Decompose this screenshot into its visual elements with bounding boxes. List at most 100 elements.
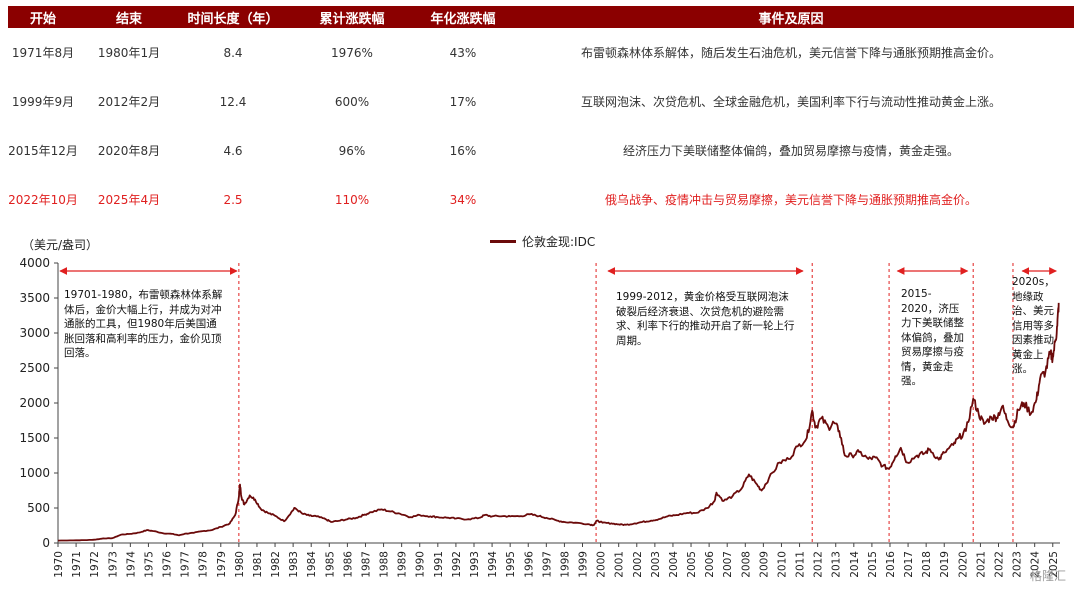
x-tick-label: 1981 — [252, 551, 264, 578]
header-years: 时间长度（年） — [187, 11, 279, 27]
cell-cumulative: 600% — [334, 94, 370, 109]
x-tick-label: 1979 — [216, 551, 228, 578]
header-end: 结束 — [115, 11, 142, 27]
x-tick-label: 1989 — [397, 551, 409, 578]
y-tick-label: 2000 — [19, 396, 50, 410]
x-tick-label: 1990 — [415, 551, 427, 578]
x-tick-label: 1996 — [523, 551, 535, 578]
legend-swatch — [490, 240, 516, 243]
x-tick-label: 2012 — [813, 551, 825, 578]
x-tick-label: 1992 — [451, 551, 463, 578]
history-table: 开始 结束 时间长度（年） 累计涨跌幅 年化涨跌幅 事件及原因 1971年8月 … — [8, 6, 1074, 224]
x-tick-label: 1997 — [541, 551, 553, 578]
x-tick-label: 2013 — [831, 551, 843, 578]
x-tick-label: 2016 — [885, 551, 897, 578]
cell-start: 1999年9月 — [11, 95, 75, 109]
y-tick-label: 2500 — [19, 361, 50, 375]
cell-reason: 互联网泡沫、次贷危机、全球金融危机，美国利率下行与流动性推动黄金上涨。 — [580, 95, 1001, 109]
x-tick-label: 1970 — [53, 551, 65, 578]
x-tick-label: 1972 — [89, 551, 101, 578]
cell-annualized: 34% — [449, 192, 477, 207]
y-tick-label: 500 — [27, 501, 50, 515]
x-tick-label: 1976 — [162, 551, 174, 578]
cell-years: 8.4 — [223, 45, 243, 60]
cell-years: 4.6 — [223, 143, 243, 158]
x-tick-label: 1986 — [342, 551, 354, 578]
y-tick-label: 1000 — [19, 466, 50, 480]
legend-label: 伦敦金现:IDC — [522, 235, 596, 249]
x-tick-label: 2015 — [867, 551, 879, 578]
cell-end: 2020年8月 — [97, 144, 161, 158]
y-tick-label: 0 — [42, 536, 50, 550]
gold-price-chart: 0 500 1000 1500 2000 2500 3000 3500 4000 1970 1971… — [19, 256, 1060, 578]
cell-annualized: 16% — [449, 143, 477, 158]
x-tick-label: 1993 — [469, 551, 481, 578]
header-reason: 事件及原因 — [758, 11, 824, 27]
x-tick-label: 2022 — [994, 551, 1006, 578]
watermark: 格隆汇 — [1029, 569, 1066, 583]
header-start: 开始 — [29, 11, 56, 27]
x-tick-label: 1999 — [578, 551, 590, 578]
x-tick-label: 2024 — [1030, 551, 1042, 578]
table-row: 1971年8月 1980年1月 8.4 1976% 43% 布雷顿森林体系解体，… — [8, 28, 1074, 77]
x-tick-label: 1987 — [360, 551, 372, 578]
annotation-2015: 2015-2020，济压力下美联储整体偏鸽，叠加贸易摩擦与疫情，黄金走强。 — [901, 287, 965, 389]
y-tick-label: 3000 — [19, 326, 50, 340]
x-tick-label: 2007 — [722, 551, 734, 578]
x-tick-label: 1995 — [505, 551, 517, 578]
header-cumulative: 累计涨跌幅 — [319, 11, 385, 27]
annotation-2020s: 2020s，地缘政治、美元信用等多因素推动黄金上涨。 — [1012, 276, 1055, 375]
x-tick-label: 1978 — [198, 551, 210, 578]
table-row: 2015年12月 2020年8月 4.6 96% 16% 经济压力下美联储整体偏… — [8, 126, 1074, 175]
cell-start: 2022年10月 — [8, 193, 78, 207]
x-tick-label: 1975 — [143, 551, 155, 578]
x-tick-label: 2025 — [1048, 551, 1060, 578]
x-tick-label: 2000 — [596, 551, 608, 578]
x-tick-label: 2011 — [795, 551, 807, 578]
x-tick-label: 2023 — [1012, 551, 1024, 578]
x-tick-label: 2017 — [903, 551, 915, 578]
y-tick-label: 4000 — [19, 256, 50, 270]
x-tick-label: 2001 — [614, 551, 626, 578]
x-tick-label: 2003 — [650, 551, 662, 578]
x-tick-label: 1973 — [107, 551, 119, 578]
cell-reason: 布雷顿森林体系解体，随后发生石油危机，美元信誉下降与通胀预期推高金价。 — [580, 46, 1001, 60]
x-tick-label: 1982 — [270, 551, 282, 578]
x-tick-label: 1998 — [559, 551, 571, 578]
x-tick-label: 1984 — [306, 551, 318, 578]
cell-years: 2.5 — [223, 192, 243, 207]
x-tick-label: 2020 — [957, 551, 969, 578]
y-tick-label: 1500 — [19, 431, 50, 445]
cell-end: 2012年2月 — [97, 95, 161, 109]
x-tick-label: 1977 — [180, 551, 192, 578]
annotation-2000s: 1999-2012，黄金价格受互联网泡沫破裂后经济衰退、次贷危机的避险需求、利率… — [616, 290, 796, 348]
x-tick-label: 1971 — [71, 551, 83, 578]
cell-reason: 俄乌战争、疫情冲击与贸易摩擦，美元信誉下降与通胀预期推高金价。 — [604, 193, 977, 207]
cell-annualized: 43% — [449, 45, 477, 60]
x-tick-label: 1985 — [324, 551, 336, 578]
x-tick-label: 2018 — [921, 551, 933, 578]
x-tick-label: 2010 — [776, 551, 788, 578]
cell-start: 2015年12月 — [8, 144, 78, 158]
cell-end: 2025年4月 — [97, 193, 161, 207]
x-tick-label: 1980 — [234, 551, 246, 578]
cell-cumulative: 1976% — [331, 45, 373, 60]
x-tick-label: 2014 — [849, 551, 861, 578]
x-tick-label: 2006 — [704, 551, 716, 578]
cell-start: 1971年8月 — [11, 46, 75, 60]
x-tick-label: 1991 — [433, 551, 445, 578]
x-tick-label: 2005 — [686, 551, 698, 578]
y-axis-unit: （美元/盎司） — [22, 238, 99, 252]
chart-legend: 伦敦金现:IDC — [490, 233, 595, 250]
annotation-1970s: 19701-1980，布雷顿森林体系解体后，金价大幅上行，并成为对冲通胀的工具，… — [64, 288, 224, 361]
table-header: 开始 结束 时间长度（年） 累计涨跌幅 年化涨跌幅 事件及原因 — [8, 6, 1074, 28]
x-tick-label: 1974 — [125, 551, 137, 578]
cell-annualized: 17% — [449, 94, 477, 109]
x-tick-label: 2019 — [939, 551, 951, 578]
x-tick-label: 2004 — [668, 551, 680, 578]
header-annualized: 年化涨跌幅 — [430, 11, 496, 27]
cell-end: 1980年1月 — [97, 46, 161, 60]
x-tick-label: 1983 — [288, 551, 300, 578]
x-tick-label: 2009 — [758, 551, 770, 578]
y-tick-label: 3500 — [19, 291, 50, 305]
